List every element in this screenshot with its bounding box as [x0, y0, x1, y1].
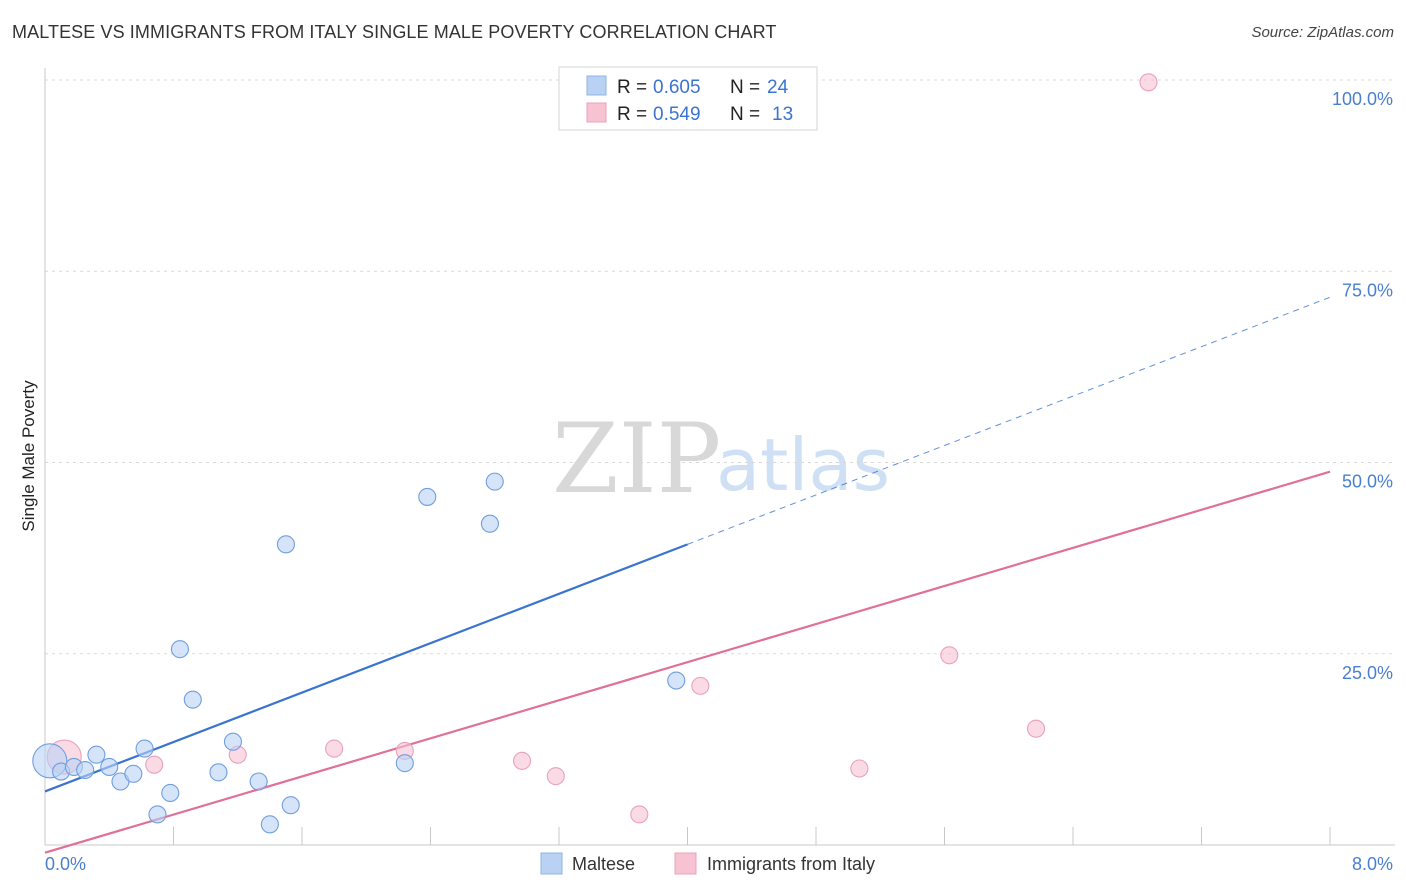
point-maltese-9: [148, 805, 167, 824]
watermark-atlas: atlas: [716, 423, 890, 507]
y-tick-label-50: 50.0%: [1342, 472, 1393, 492]
point-maltese-18: [281, 796, 300, 815]
point-maltese-8: [135, 739, 154, 758]
bottom-legend-swatch-italy: [674, 852, 697, 875]
bottom-legend-label-italy: Immigrants from Italy: [707, 854, 875, 874]
point-maltese-23: [667, 671, 686, 690]
point-maltese-12: [183, 690, 202, 709]
point-maltese-19: [395, 754, 414, 773]
point-maltese-10: [161, 783, 180, 803]
data-points: [32, 73, 1158, 834]
point-maltese-21: [480, 514, 499, 533]
legend-n-value-italy: 13: [772, 104, 793, 125]
legend-n-label-maltese: N =: [730, 77, 760, 98]
point-maltese-11: [170, 640, 189, 659]
watermark: ZIP atlas: [552, 403, 890, 515]
point-maltese-7: [124, 764, 143, 783]
legend: R = 0.605 N = 24 R = 0.549 N = 13: [558, 66, 818, 131]
trend-line-maltese-extrapolated: [687, 296, 1331, 545]
y-tick-label-100: 100.0%: [1332, 89, 1393, 109]
point-italy-3: [325, 739, 344, 758]
point-italy-6: [546, 767, 565, 786]
gridlines: [45, 79, 1395, 655]
legend-swatch-maltese: [586, 75, 607, 96]
trend-lines: [44, 296, 1331, 854]
legend-r-value-maltese: 0.605: [653, 77, 701, 98]
legend-r-label-maltese: R =: [617, 77, 647, 98]
watermark-zip: ZIP: [552, 403, 721, 515]
point-maltese-17: [276, 535, 295, 554]
point-maltese-20: [418, 487, 437, 506]
point-maltese-13: [209, 763, 228, 782]
bottom-legend: Maltese Immigrants from Italy: [540, 852, 875, 875]
point-maltese-5: [100, 757, 119, 777]
point-maltese-14: [223, 732, 242, 751]
point-maltese-3: [76, 760, 95, 780]
axes: [44, 68, 1395, 846]
legend-n-value-maltese: 24: [767, 77, 789, 98]
point-maltese-16: [260, 815, 279, 834]
point-italy-1: [145, 755, 164, 774]
bottom-legend-label-maltese: Maltese: [572, 854, 635, 874]
point-maltese-22: [485, 472, 504, 491]
point-maltese-15: [249, 772, 268, 791]
y-tick-label-75: 75.0%: [1342, 280, 1393, 300]
chart-source: Source: ZipAtlas.com: [1251, 24, 1394, 41]
point-italy-7: [630, 805, 649, 824]
point-maltese-4: [87, 745, 106, 764]
chart-title: MALTESE VS IMMIGRANTS FROM ITALY SINGLE …: [12, 22, 777, 42]
legend-n-label-italy: N =: [730, 104, 760, 125]
bottom-legend-swatch-maltese: [540, 852, 563, 875]
x-tick-label-max: 8.0%: [1352, 854, 1393, 874]
point-italy-10: [940, 646, 959, 665]
point-italy-12: [1139, 73, 1158, 92]
legend-r-label-italy: R =: [617, 104, 647, 125]
point-italy-11: [1027, 719, 1046, 738]
legend-swatch-italy: [586, 102, 607, 123]
y-tick-label-25: 25.0%: [1342, 663, 1393, 683]
legend-r-value-italy: 0.549: [653, 104, 701, 125]
trend-line-italy: [44, 470, 1331, 854]
x-tick-label-min: 0.0%: [45, 854, 86, 874]
point-italy-9: [850, 759, 869, 778]
tick-labels: 25.0% 50.0% 75.0% 100.0% 0.0% 8.0%: [45, 89, 1393, 874]
y-axis-label: Single Male Poverty: [19, 380, 38, 532]
point-italy-8: [691, 676, 710, 695]
point-italy-5: [513, 751, 532, 770]
